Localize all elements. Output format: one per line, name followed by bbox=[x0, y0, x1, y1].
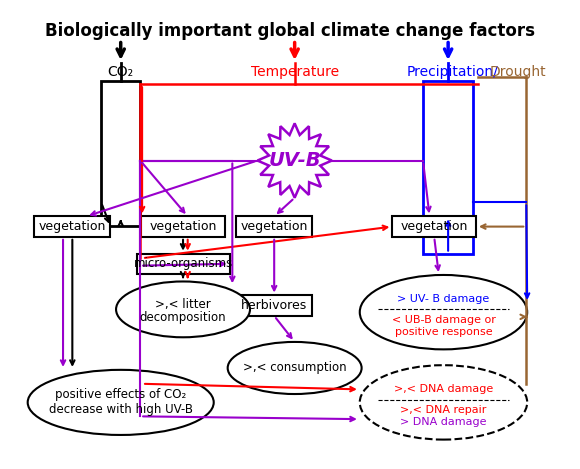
Text: > UV- B damage: > UV- B damage bbox=[397, 294, 490, 304]
Text: vegetation: vegetation bbox=[39, 220, 106, 233]
Text: Precipitation/: Precipitation/ bbox=[406, 65, 498, 79]
Text: micro-organisms: micro-organisms bbox=[133, 257, 233, 270]
Text: positive response: positive response bbox=[394, 327, 492, 337]
Text: < UB-B damage or: < UB-B damage or bbox=[392, 315, 495, 325]
Text: >,< DNA repair: >,< DNA repair bbox=[400, 405, 487, 415]
Text: vegetation: vegetation bbox=[241, 220, 308, 233]
Text: Drought: Drought bbox=[490, 65, 546, 79]
Ellipse shape bbox=[360, 365, 527, 439]
Text: >,< consumption: >,< consumption bbox=[243, 362, 346, 374]
Ellipse shape bbox=[360, 275, 527, 349]
Text: decrease with high UV-B: decrease with high UV-B bbox=[49, 403, 193, 416]
FancyBboxPatch shape bbox=[34, 216, 110, 237]
FancyBboxPatch shape bbox=[136, 254, 230, 274]
Text: herbivores: herbivores bbox=[241, 299, 307, 312]
Text: Temperature: Temperature bbox=[251, 65, 339, 79]
Text: > DNA damage: > DNA damage bbox=[400, 417, 487, 427]
FancyBboxPatch shape bbox=[141, 216, 225, 237]
Text: >,< DNA damage: >,< DNA damage bbox=[394, 385, 493, 394]
Ellipse shape bbox=[228, 342, 361, 394]
Ellipse shape bbox=[28, 370, 213, 435]
FancyBboxPatch shape bbox=[423, 82, 473, 254]
Text: vegetation: vegetation bbox=[149, 220, 217, 233]
Text: UV-B: UV-B bbox=[269, 151, 321, 170]
Polygon shape bbox=[258, 123, 332, 198]
Text: positive effects of CO₂: positive effects of CO₂ bbox=[55, 388, 186, 401]
FancyBboxPatch shape bbox=[236, 295, 312, 316]
Text: vegetation: vegetation bbox=[400, 220, 468, 233]
FancyBboxPatch shape bbox=[236, 216, 312, 237]
FancyBboxPatch shape bbox=[101, 82, 140, 226]
Text: CO₂: CO₂ bbox=[108, 65, 134, 79]
Ellipse shape bbox=[116, 281, 250, 337]
Text: Biologically important global climate change factors: Biologically important global climate ch… bbox=[45, 22, 535, 40]
FancyBboxPatch shape bbox=[392, 216, 476, 237]
Text: >,< litter: >,< litter bbox=[155, 298, 211, 311]
Text: decomposition: decomposition bbox=[140, 311, 226, 324]
